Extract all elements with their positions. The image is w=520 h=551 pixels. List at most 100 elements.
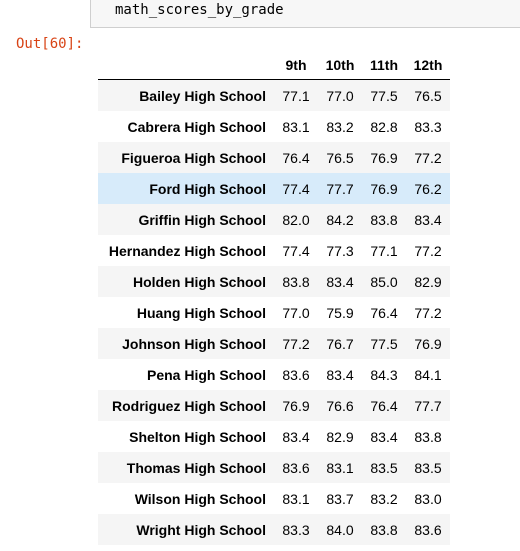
row-index-label: Pena High School — [146, 366, 266, 383]
table-cell: 76.9 — [370, 149, 398, 166]
table-cell: 83.3 — [414, 118, 442, 135]
table-cell: 83.6 — [282, 459, 310, 476]
input-code[interactable]: math_scores_by_grade — [115, 2, 284, 18]
row-index-label: Thomas High School — [126, 459, 266, 476]
table-cell: 76.2 — [414, 180, 442, 197]
table-cell: 83.7 — [326, 490, 354, 507]
table-cell: 82.8 — [370, 118, 398, 135]
table-cell: 83.3 — [282, 521, 310, 538]
row-index-label: Bailey High School — [139, 87, 266, 104]
row-index-label: Rodriguez High School — [112, 397, 266, 414]
table-cell: 82.9 — [414, 273, 442, 290]
row-index-label: Figueroa High School — [121, 149, 266, 166]
index-header — [98, 50, 274, 80]
row-index-label: Shelton High School — [129, 428, 266, 445]
table-cell: 77.7 — [326, 180, 354, 197]
table-cell: 76.9 — [282, 397, 310, 414]
table-cell: 77.0 — [282, 304, 310, 321]
row-index-label: Hernandez High School — [108, 242, 266, 259]
table-cell: 77.7 — [414, 397, 442, 414]
table-row: Johnson High School 77.2 76.7 77.5 76.9 — [98, 328, 450, 359]
input-cell[interactable]: math_scores_by_grade — [90, 0, 520, 28]
table-cell: 76.9 — [370, 180, 398, 197]
table-row: Hernandez High School 77.4 77.3 77.1 77.2 — [98, 235, 450, 266]
table-cell: 83.4 — [370, 428, 398, 445]
table-row: Wright High School 83.3 84.0 83.8 83.6 — [98, 514, 450, 545]
table-cell: 85.0 — [370, 273, 398, 290]
table-row: Huang High School 77.0 75.9 76.4 77.2 — [98, 297, 450, 328]
table-cell: 77.2 — [414, 304, 442, 321]
table-cell: 83.5 — [414, 459, 442, 476]
table-cell: 83.1 — [326, 459, 354, 476]
table-row: Holden High School 83.8 83.4 85.0 82.9 — [98, 266, 450, 297]
row-index-label: Johnson High School — [122, 335, 266, 352]
table-cell: 76.6 — [326, 397, 354, 414]
table-cell: 77.5 — [370, 335, 398, 352]
table-cell: 83.8 — [370, 211, 398, 228]
table-cell: 83.4 — [326, 366, 354, 383]
table-cell: 83.6 — [282, 366, 310, 383]
table-cell: 83.4 — [282, 428, 310, 445]
table-cell: 77.1 — [370, 242, 398, 259]
row-index-label: Huang High School — [136, 304, 266, 321]
output-prompt: Out[60]: — [16, 36, 84, 52]
table-cell: 83.0 — [414, 490, 442, 507]
table-cell: 76.4 — [370, 397, 398, 414]
column-header: 10th — [318, 50, 362, 80]
table-cell: 76.5 — [326, 149, 354, 166]
table-cell: 83.1 — [282, 118, 310, 135]
table-cell: 82.9 — [326, 428, 354, 445]
table-row: Bailey High School 77.1 77.0 77.5 76.5 — [98, 79, 450, 111]
table-cell: 84.1 — [414, 366, 442, 383]
table-cell: 83.8 — [414, 428, 442, 445]
table-cell: 83.4 — [326, 273, 354, 290]
table-body: Bailey High School 77.1 77.0 77.5 76.5 Cabrer… — [98, 79, 450, 545]
column-header: 11th — [362, 50, 406, 80]
table-cell: 83.2 — [370, 490, 398, 507]
table-cell: 77.4 — [282, 242, 310, 259]
row-index-label: Griffin High School — [138, 211, 266, 228]
table-cell: 76.5 — [414, 87, 442, 104]
table-row: Figueroa High School 76.4 76.5 76.9 77.2 — [98, 142, 450, 173]
table-cell: 82.0 — [282, 211, 310, 228]
table-cell: 77.5 — [370, 87, 398, 104]
table-cell: 84.3 — [370, 366, 398, 383]
table-cell: 83.2 — [326, 118, 354, 135]
row-index-label: Cabrera High School — [127, 118, 266, 135]
table-cell: 77.4 — [282, 180, 310, 197]
table-cell: 76.4 — [370, 304, 398, 321]
table-cell: 84.2 — [326, 211, 354, 228]
row-index-label: Ford High School — [149, 180, 266, 197]
column-header: 9th — [274, 50, 318, 80]
row-index-label: Wright High School — [136, 521, 266, 538]
table-cell: 76.4 — [282, 149, 310, 166]
row-index-label: Wilson High School — [134, 490, 266, 507]
table-cell: 77.2 — [414, 149, 442, 166]
table-cell: 83.5 — [370, 459, 398, 476]
table-row: Ford High School 77.4 77.7 76.9 76.2 — [98, 173, 450, 204]
table-cell: 77.2 — [282, 335, 310, 352]
table-cell: 77.2 — [414, 242, 442, 259]
table-cell: 84.0 — [326, 521, 354, 538]
table-cell: 77.1 — [282, 87, 310, 104]
table-row: Thomas High School 83.6 83.1 83.5 83.5 — [98, 452, 450, 483]
table-cell: 77.3 — [326, 242, 354, 259]
table-cell: 83.8 — [370, 521, 398, 538]
table-cell: 83.1 — [282, 490, 310, 507]
row-index-label: Holden High School — [133, 273, 266, 290]
table-row: Cabrera High School 83.1 83.2 82.8 83.3 — [98, 111, 450, 142]
header-row: 9th 10th 11th 12th — [98, 50, 450, 80]
column-header: 12th — [406, 50, 450, 80]
table-row: Rodriguez High School 76.9 76.6 76.4 77.7 — [98, 390, 450, 421]
table-cell: 75.9 — [326, 304, 354, 321]
table-cell: 83.4 — [414, 211, 442, 228]
table-row: Pena High School 83.6 83.4 84.3 84.1 — [98, 359, 450, 390]
table-cell: 83.8 — [282, 273, 310, 290]
table-row: Shelton High School 83.4 82.9 83.4 83.8 — [98, 421, 450, 452]
table-row: Griffin High School 82.0 84.2 83.8 83.4 — [98, 204, 450, 235]
table-row: Wilson High School 83.1 83.7 83.2 83.0 — [98, 483, 450, 514]
table-cell: 76.9 — [414, 335, 442, 352]
table-cell: 83.6 — [414, 521, 442, 538]
dataframe-table: 9th 10th 11th 12th Bailey High School 77.… — [98, 50, 450, 545]
table-cell: 77.0 — [326, 87, 354, 104]
